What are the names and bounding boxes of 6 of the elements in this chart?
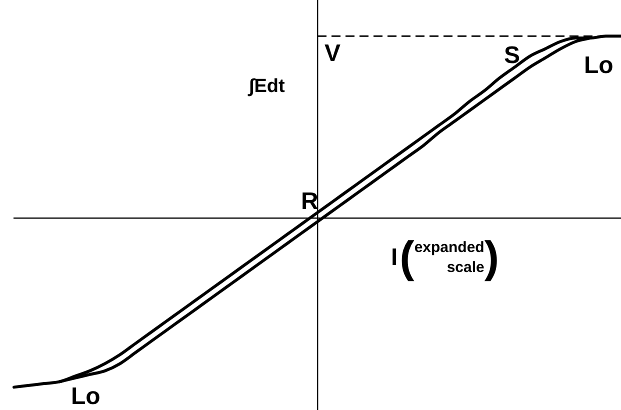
annotation: S [504,42,520,69]
annotation: R [301,188,318,215]
ref-line-label: V [324,40,341,67]
annotation: Lo [584,52,614,79]
annotation: Lo [71,383,100,410]
y-axis-title: ∫Edt [249,76,285,99]
